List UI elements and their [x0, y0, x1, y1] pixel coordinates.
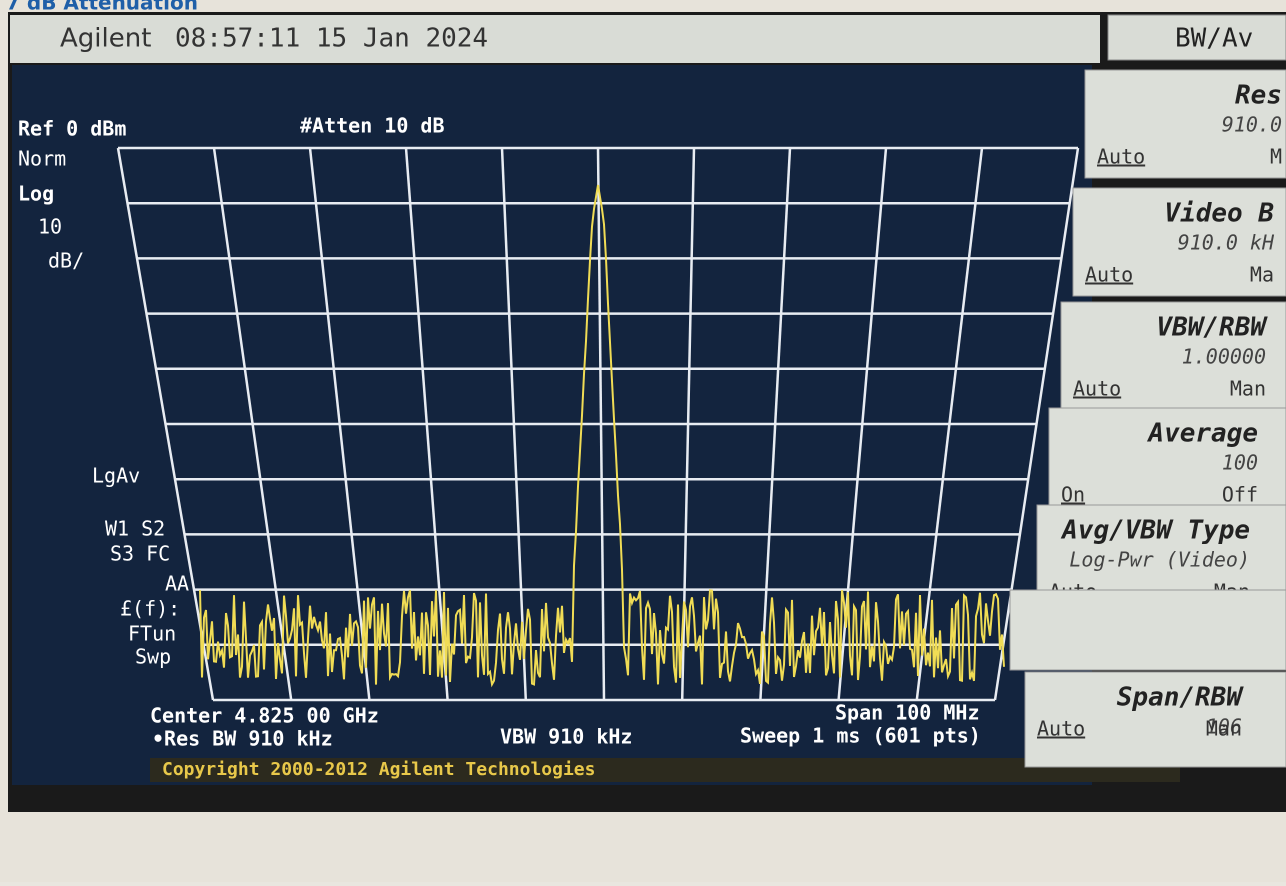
softkey-title: Avg/VBW Type	[1060, 516, 1250, 546]
side-label: LgAv	[92, 464, 140, 488]
side-label: FTun	[128, 622, 176, 646]
softkey-right: Man	[1230, 377, 1266, 401]
softkey-value: 106	[1206, 715, 1242, 739]
softkey	[1048, 407, 1286, 517]
softkey-left: Auto	[1085, 263, 1133, 287]
grid-line	[915, 147, 984, 701]
softkey-title: Res	[1235, 81, 1282, 111]
softkey	[1060, 301, 1286, 411]
softkey-value: 910.0	[1222, 113, 1282, 137]
softkey-left: Auto	[1097, 145, 1145, 169]
softkey-right: M	[1270, 145, 1282, 169]
menu-tab	[1107, 14, 1286, 61]
side-label: Log	[18, 182, 54, 206]
center-freq: Center 4.825 00 GHz	[150, 704, 379, 728]
softkey-value: 910.0 kH	[1178, 231, 1275, 255]
softkey-title: Average	[1146, 419, 1258, 449]
res-bw: •Res BW 910 kHz	[152, 727, 333, 751]
softkey	[1009, 589, 1286, 671]
span: Span 100 MHz	[835, 701, 980, 725]
side-label: S3 FC	[110, 542, 170, 566]
status-bar	[150, 758, 1180, 782]
side-label: W1 S2	[105, 517, 165, 541]
sweep: Sweep 1 ms (601 pts)	[740, 724, 981, 748]
softkey	[1024, 671, 1286, 768]
ref-level: Ref 0 dBm	[18, 117, 126, 141]
softkey-left: Auto	[1073, 377, 1121, 401]
side-label: £(f):	[120, 597, 180, 621]
header-bar	[10, 15, 1100, 63]
softkey-title: VBW/RBW	[1156, 313, 1268, 343]
brand: Agilent	[60, 24, 151, 54]
softkey-right: Off	[1222, 483, 1258, 507]
softkey-title: Span/RBW	[1117, 683, 1245, 713]
softkey-left: On	[1061, 483, 1085, 507]
softkey-left: Auto	[1037, 717, 1085, 741]
side-label: Norm	[18, 147, 66, 171]
grid-line	[759, 147, 792, 701]
menu-title: BW/Av	[1175, 24, 1253, 54]
softkey-right: Man	[1206, 717, 1242, 741]
softkey-value: 1.00000	[1182, 345, 1266, 369]
copyright: Copyright 2000-2012 Agilent Technologies	[162, 759, 595, 780]
softkey-value: Log-Pwr (Video)	[1069, 548, 1250, 572]
attenuation: #Atten 10 dB	[300, 114, 445, 138]
grid-line	[993, 147, 1080, 701]
softkey-right: Ma	[1250, 263, 1274, 287]
side-label: dB/	[48, 249, 84, 273]
softkey-value: 100	[1222, 451, 1258, 475]
side-label: AA	[165, 572, 189, 596]
softkey	[1072, 187, 1286, 297]
side-label: 10	[38, 215, 62, 239]
softkey	[1084, 69, 1286, 179]
trace	[199, 184, 1005, 688]
caption: 7 dB Attenuation	[6, 0, 198, 15]
vbw: VBW 910 kHz	[500, 725, 632, 749]
side-label: Swp	[135, 645, 171, 669]
softkey-title: Video B	[1164, 199, 1274, 229]
timestamp: 08:57:11 15 Jan 2024	[175, 24, 488, 54]
